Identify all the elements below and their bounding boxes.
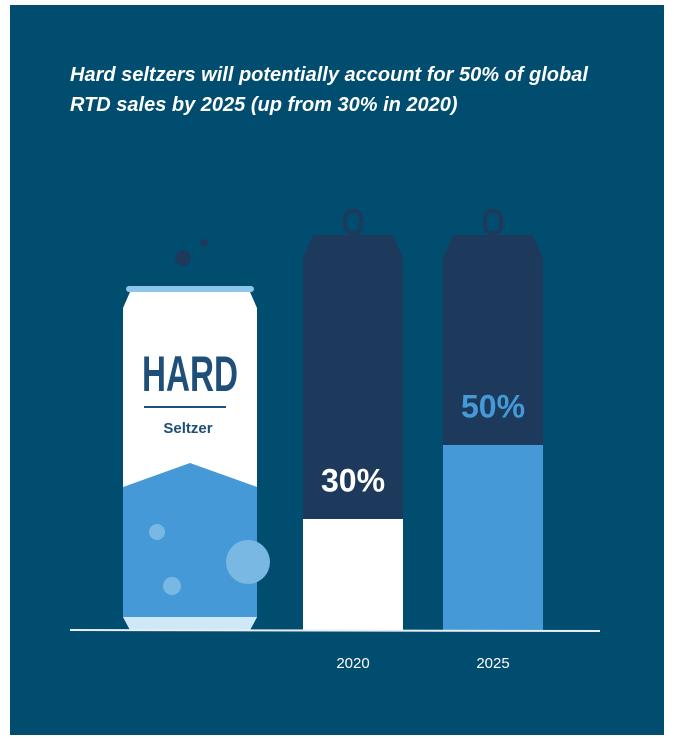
baseline: [69, 629, 601, 632]
bar: [303, 519, 403, 630]
value-label: 30%: [321, 462, 385, 498]
can-tab: [343, 209, 363, 235]
can-liquid: [123, 463, 257, 617]
x-tick-label: 2025: [476, 655, 509, 672]
can-sublabel: Seltzer: [163, 420, 212, 437]
bubble: [175, 250, 191, 266]
x-tick-label: 2020: [336, 655, 369, 672]
cans: 30% 2020 50% 2025: [303, 209, 543, 672]
seltzer-can: HARD Seltzer: [123, 239, 270, 630]
bubble: [163, 577, 181, 595]
value-label: 50%: [461, 388, 525, 424]
can-tab: [483, 209, 503, 235]
chart-title: Hard seltzers will potentially account f…: [70, 64, 588, 116]
bubble: [226, 540, 270, 584]
bar: [443, 445, 543, 630]
bubble: [200, 239, 208, 247]
can-rim: [126, 286, 254, 292]
bubble: [149, 524, 165, 540]
can-bottom: [123, 617, 257, 630]
can-label: HARD: [142, 346, 238, 402]
